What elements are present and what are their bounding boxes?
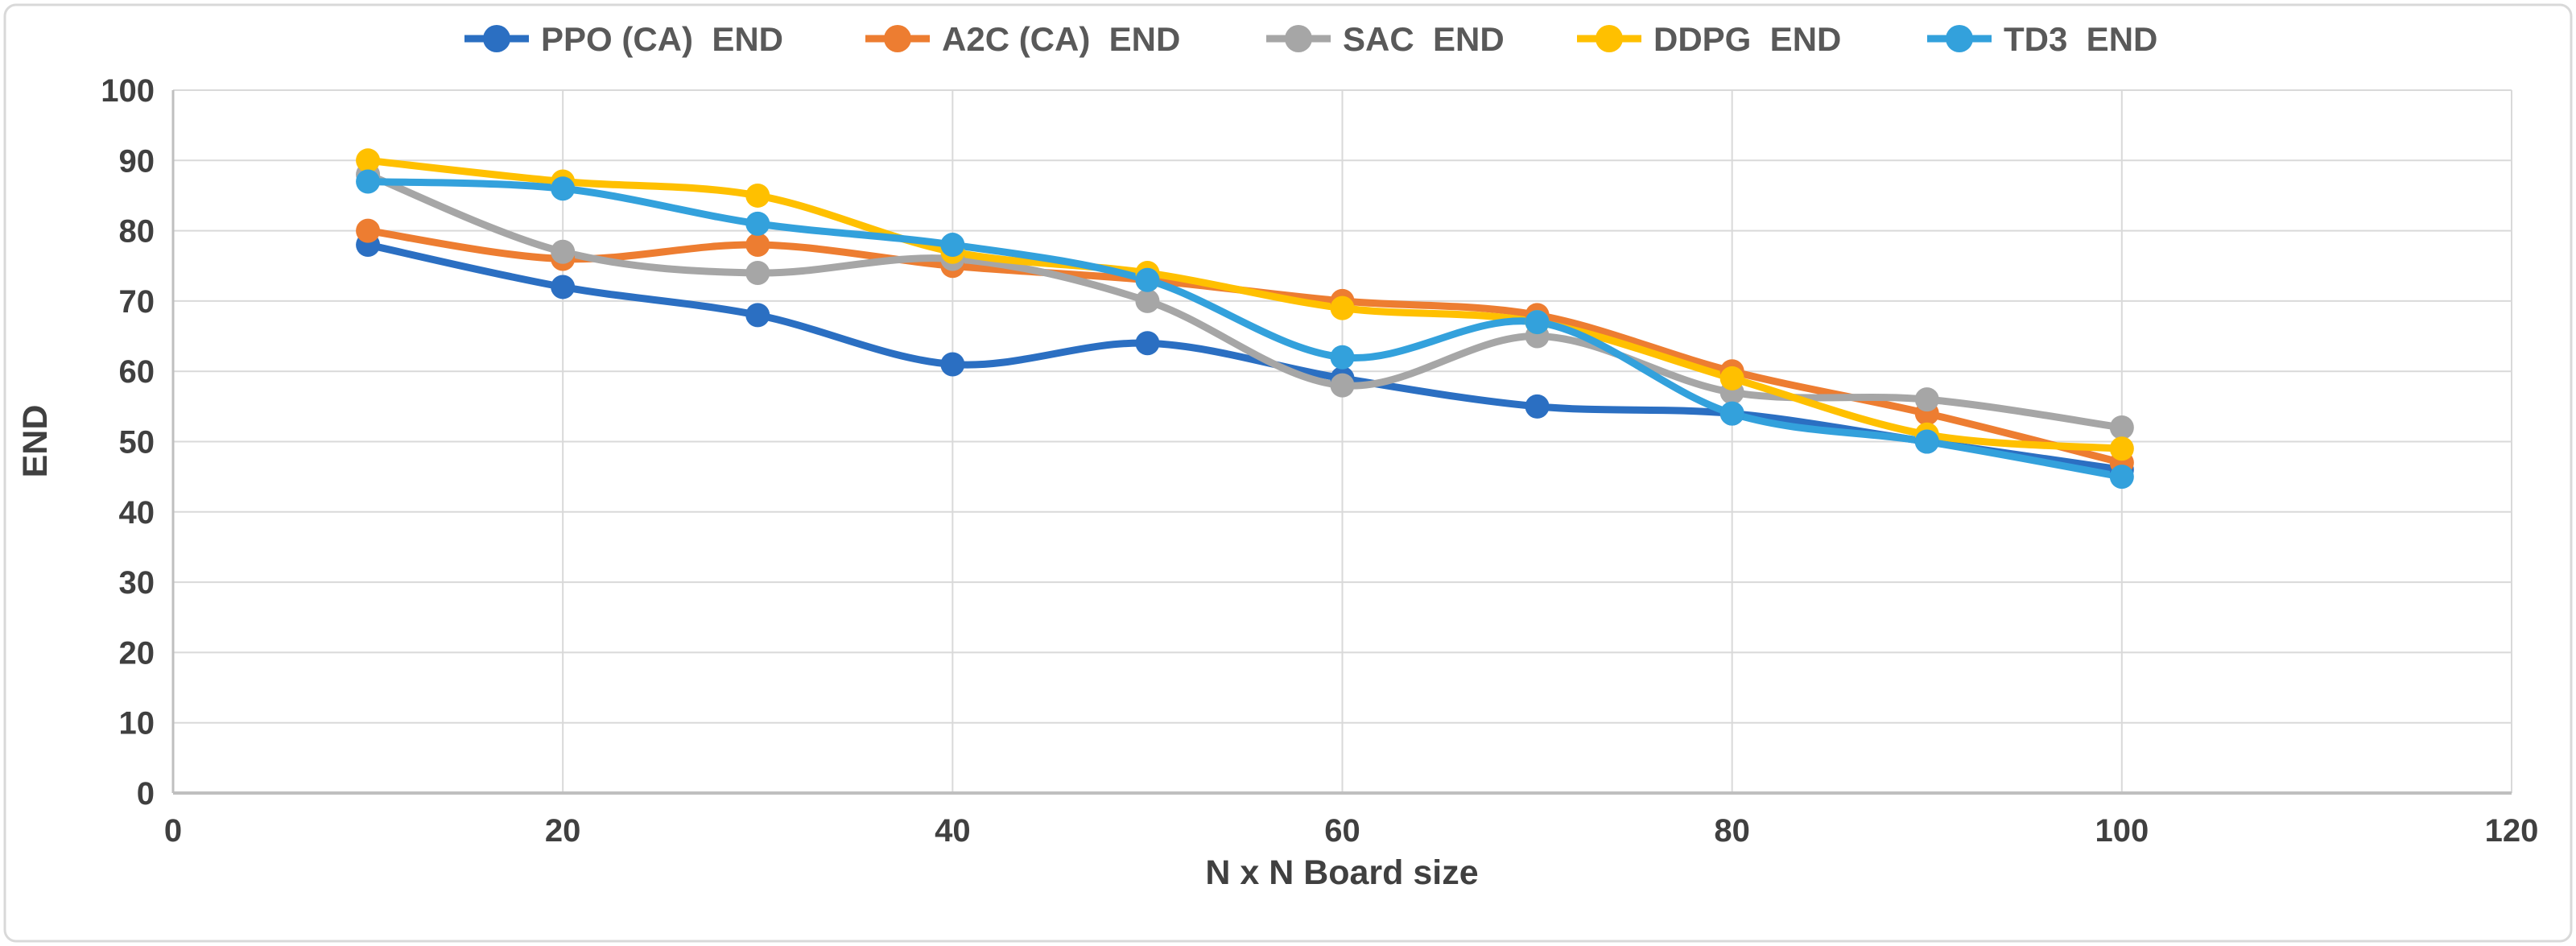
y-tick-label-70: 70 (119, 284, 155, 320)
figure-border (3, 3, 2573, 943)
data-point-ppo-ca-end-x50 (1135, 331, 1160, 356)
x-tick-label-100: 100 (2095, 813, 2149, 849)
data-point-ppo-ca-end-x30 (745, 303, 770, 328)
data-point-ddpg-end-x100 (2109, 436, 2134, 461)
legend: PPO (CA) END A2C (CA) END SAC END DDPG END T… (464, 20, 2157, 58)
y-tick-label-100: 100 (101, 73, 155, 109)
series-line-ddpg-end (364, 156, 2126, 452)
x-tick-label-120: 120 (2485, 813, 2539, 849)
data-point-ddpg-end-x30 (745, 183, 770, 208)
legend-marker-dot (884, 25, 911, 52)
y-tick-label-80: 80 (119, 214, 155, 250)
y-tick-label-60: 60 (119, 354, 155, 390)
data-point-td3-end-x80 (1719, 401, 1744, 426)
legend-item-td3-end: TD3 END (1927, 20, 2157, 58)
legend-label: TD3 END (2004, 20, 2157, 58)
x-tick-label-20: 20 (545, 813, 581, 849)
legend-marker-dot (1596, 25, 1623, 52)
data-point-ppo-ca-end-x70 (1525, 394, 1550, 419)
series-lines (364, 156, 2126, 481)
y-tick-label-20: 20 (119, 635, 155, 671)
legend-marker-dot (1285, 25, 1312, 52)
data-point-td3-end-x30 (745, 211, 770, 236)
legend-item-sac-end: SAC END (1266, 20, 1505, 58)
data-point-td3-end-x10 (356, 169, 381, 194)
axis-lines (171, 90, 2512, 795)
series-markers (356, 148, 2134, 490)
data-point-ddpg-end-x80 (1719, 366, 1744, 390)
data-point-td3-end-x100 (2109, 465, 2134, 490)
legend-label: A2C (CA) END (942, 20, 1180, 58)
data-point-sac-end-x50 (1135, 288, 1160, 313)
data-point-ppo-ca-end-x40 (940, 352, 965, 377)
data-point-td3-end-x60 (1330, 345, 1355, 370)
data-point-a2c-ca-end-x10 (356, 218, 381, 243)
y-tick-label-10: 10 (119, 706, 155, 742)
data-point-sac-end-x90 (1914, 387, 1939, 412)
legend-label: PPO (CA) END (541, 20, 783, 58)
x-axis-tick-labels: 0 20 40 60 80 100 120 (164, 813, 2539, 849)
y-axis-title: END (16, 405, 55, 478)
y-tick-label-50: 50 (119, 425, 155, 461)
x-tick-label-40: 40 (935, 813, 971, 849)
data-point-ddpg-end-x10 (356, 148, 381, 173)
data-point-td3-end-x20 (551, 176, 576, 201)
y-tick-label-40: 40 (119, 495, 155, 531)
data-point-td3-end-x50 (1135, 267, 1160, 292)
legend-item-ppo-ca-end: PPO (CA) END (464, 20, 783, 58)
y-axis-tick-labels: 0 10 20 30 40 50 60 70 80 90 100 (101, 73, 155, 812)
x-tick-label-80: 80 (1714, 813, 1750, 849)
data-point-ddpg-end-x60 (1330, 295, 1355, 320)
data-point-sac-end-x60 (1330, 373, 1355, 398)
y-tick-label-90: 90 (119, 143, 155, 179)
data-point-sac-end-x20 (551, 239, 576, 264)
series-line-ppo-ca-end (364, 241, 2126, 473)
x-tick-label-0: 0 (164, 813, 182, 849)
data-point-ppo-ca-end-x20 (551, 275, 576, 299)
legend-item-a2c-ca-end: A2C (CA) END (865, 20, 1180, 58)
x-axis-title: N x N Board size (1205, 853, 1478, 892)
data-point-td3-end-x70 (1525, 310, 1550, 335)
data-point-td3-end-x90 (1914, 429, 1939, 454)
data-point-sac-end-x100 (2109, 415, 2134, 440)
legend-item-ddpg-end: DDPG END (1577, 20, 1841, 58)
legend-marker-dot (483, 25, 510, 52)
y-tick-label-0: 0 (137, 776, 155, 812)
legend-marker-dot (1946, 25, 1973, 52)
data-point-sac-end-x30 (745, 260, 770, 285)
data-point-td3-end-x40 (940, 233, 965, 258)
series-line-sac-end (364, 171, 2126, 432)
legend-label: SAC END (1343, 20, 1505, 58)
data-point-a2c-ca-end-x30 (745, 233, 770, 258)
x-tick-label-60: 60 (1324, 813, 1360, 849)
legend-label: DDPG END (1653, 20, 1841, 58)
y-tick-label-30: 30 (119, 565, 155, 601)
series-line-td3-end (364, 177, 2126, 481)
